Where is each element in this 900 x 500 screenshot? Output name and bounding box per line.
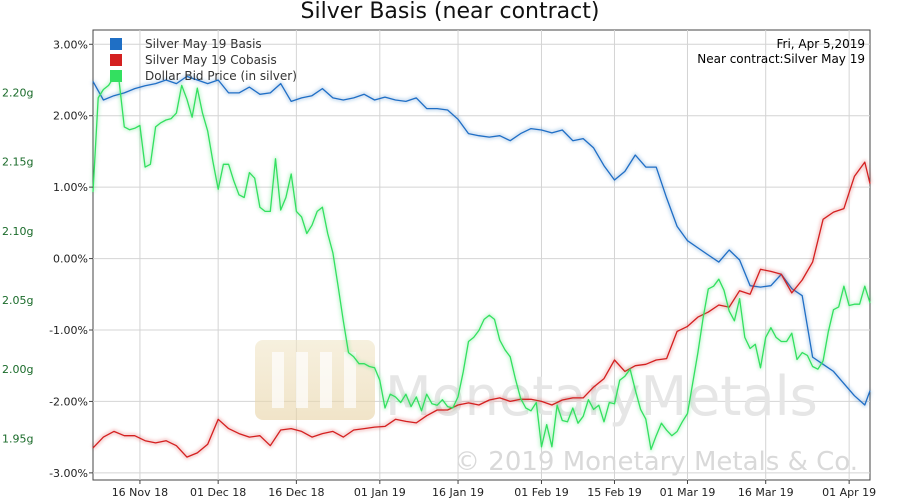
left-tick-label: 2.00% [53, 110, 88, 123]
series-line-dollar [92, 76, 871, 451]
right-axis-tick-label: 2.10g [2, 225, 33, 238]
left-axis: 3.00% 2.00% 1.00% 0.00% -1.00% -2.00% -3.00% [49, 38, 93, 480]
chart-title: Silver Basis (near contract) [301, 0, 600, 24]
x-tick-label: 16 Jan 19 [432, 486, 484, 499]
legend-swatch-cobasis [110, 54, 122, 66]
x-tick-label: 01 Feb 19 [514, 486, 568, 499]
series-line-basis [92, 75, 871, 406]
info-date: Fri, Apr 5,2019 [777, 37, 866, 51]
left-tick-label: -1.00% [49, 324, 88, 337]
x-tick-label: 01 Jan 19 [354, 486, 406, 499]
info-box: Fri, Apr 5,2019 Near contract:Silver May… [697, 37, 865, 66]
legend-label-cobasis: Silver May 19 Cobasis [145, 53, 277, 67]
x-axis: 16 Nov 18 01 Dec 18 16 Dec 18 01 Jan 19 16 J… [112, 480, 876, 499]
x-tick-label: 15 Feb 19 [587, 486, 641, 499]
series-line-cobasis [92, 161, 871, 458]
x-tick-label: 16 Dec 18 [268, 486, 324, 499]
x-tick-label: 01 Apr 19 [822, 486, 876, 499]
info-contract: Near contract:Silver May 19 [697, 52, 865, 66]
legend-swatch-dollar [110, 70, 122, 82]
legend-label-basis: Silver May 19 Basis [145, 37, 262, 51]
right-axis-tick-label: 2.00g [2, 363, 33, 376]
series-layer [91, 74, 872, 460]
right-axis: 2.20g 2.15g 2.10g 2.05g 2.00g 1.95g [2, 86, 33, 445]
watermark-logo-bars [272, 352, 356, 408]
x-tick-label: 01 Mar 19 [660, 486, 716, 499]
legend: Silver May 19 Basis Silver May 19 Cobasi… [110, 37, 297, 83]
left-tick-label: -3.00% [49, 467, 88, 480]
legend-label-dollar: Dollar Bid Price (in silver) [145, 69, 297, 83]
left-tick-label: 3.00% [53, 38, 88, 51]
right-axis-tick-label: 2.20g [2, 86, 33, 99]
right-axis-tick-label: 1.95g [2, 432, 33, 445]
left-tick-label: -2.00% [49, 395, 88, 408]
left-tick-label: 1.00% [53, 181, 88, 194]
watermark-copyright: © 2019 Monetary Metals & Co. [454, 447, 858, 477]
grid [93, 30, 870, 480]
x-tick-label: 01 Dec 18 [190, 486, 246, 499]
x-tick-label: 16 Mar 19 [738, 486, 794, 499]
left-tick-label: 0.00% [53, 253, 88, 266]
legend-swatch-basis [110, 38, 122, 50]
x-tick-label: 16 Nov 18 [112, 486, 168, 499]
right-axis-tick-label: 2.05g [2, 294, 33, 307]
right-axis-tick-label: 2.15g [2, 156, 33, 169]
